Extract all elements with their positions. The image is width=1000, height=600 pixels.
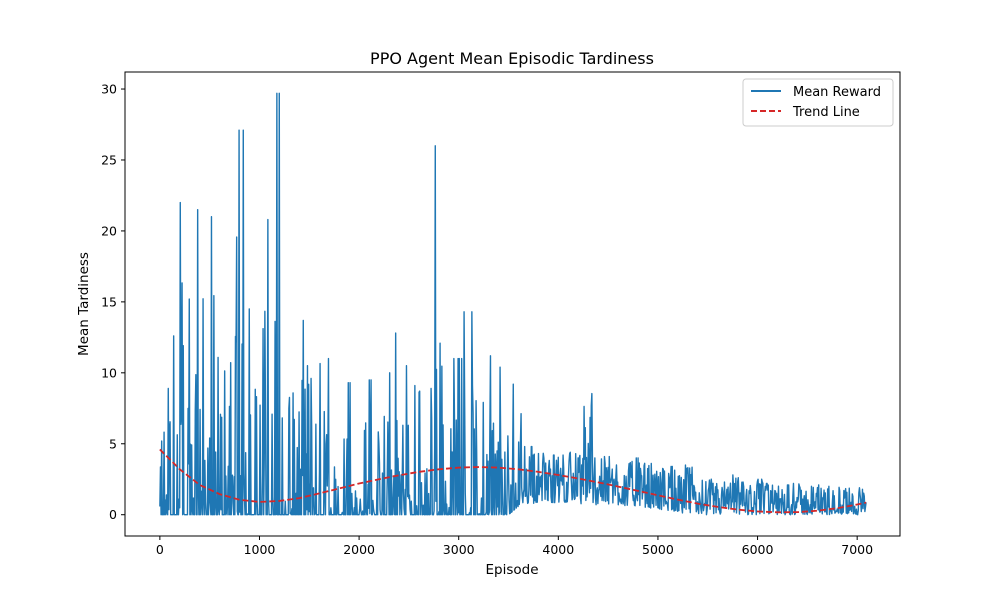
y-tick-label: 5	[109, 436, 117, 451]
x-tick-label: 0	[156, 542, 164, 557]
legend: Mean Reward Trend Line	[742, 78, 894, 127]
x-tick-label: 5000	[642, 542, 674, 557]
x-tick-label: 4000	[542, 542, 574, 557]
y-tick-label: 15	[101, 294, 117, 309]
legend-label-mean-reward: Mean Reward	[793, 85, 881, 100]
x-axis: 0 1000 2000 3000 4000 5000 6000 7000	[156, 536, 873, 557]
legend-label-trend-line: Trend Line	[792, 105, 860, 120]
y-tick-label: 25	[101, 152, 117, 167]
plot-area	[124, 71, 901, 537]
y-tick-label: 10	[101, 365, 117, 380]
y-tick-label: 30	[101, 82, 117, 97]
chart-title: PPO Agent Mean Episodic Tardiness	[370, 49, 654, 68]
x-tick-label: 3000	[443, 542, 475, 557]
x-tick-label: 7000	[841, 542, 873, 557]
y-axis-label: Mean Tardiness	[76, 252, 92, 356]
series-mean-reward	[159, 92, 867, 516]
series-trend-line	[159, 448, 867, 514]
y-tick-label: 20	[101, 223, 117, 238]
y-tick-label: 0	[109, 507, 117, 522]
plot-frame	[124, 71, 901, 537]
x-tick-label: 6000	[742, 542, 774, 557]
x-tick-label: 2000	[343, 542, 375, 557]
x-axis-label: Episode	[485, 562, 538, 578]
y-axis: 0 5 10 15 20 25 30	[101, 82, 125, 522]
series-layer	[159, 92, 867, 516]
x-tick-label: 1000	[244, 542, 276, 557]
